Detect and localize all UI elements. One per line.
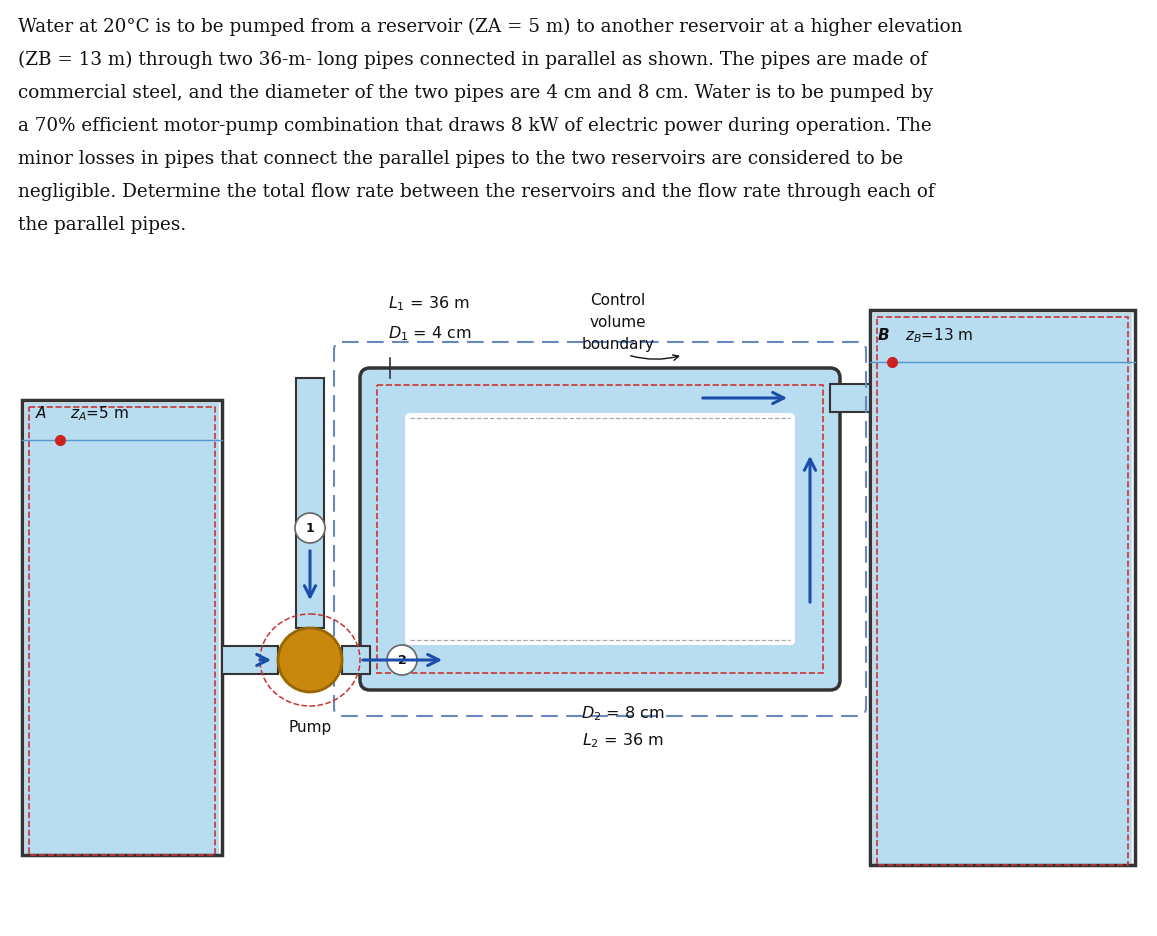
Bar	[874, 313, 1132, 865]
Circle shape	[278, 628, 342, 692]
Circle shape	[295, 513, 325, 543]
Bar	[296, 378, 324, 628]
Bar	[25, 403, 219, 855]
Bar	[222, 646, 278, 674]
Circle shape	[386, 645, 417, 675]
Text: boundary: boundary	[582, 337, 655, 352]
Text: 2: 2	[398, 653, 406, 666]
Text: negligible. Determine the total flow rate between the reservoirs and the flow ra: negligible. Determine the total flow rat…	[19, 183, 935, 201]
Text: $\mathit{z}_A$=5 m: $\mathit{z}_A$=5 m	[71, 404, 128, 423]
Text: 1: 1	[305, 521, 315, 534]
Text: (ZB = 13 m) through two 36-m- long pipes connected in parallel as shown. The pip: (ZB = 13 m) through two 36-m- long pipes…	[19, 51, 927, 69]
Text: $L_2$ = 36 m: $L_2$ = 36 m	[582, 731, 664, 750]
Bar	[342, 646, 370, 674]
Text: Control: Control	[590, 293, 646, 308]
Bar	[830, 384, 870, 412]
Text: the parallel pipes.: the parallel pipes.	[19, 216, 186, 234]
Bar	[377, 385, 823, 673]
Bar	[870, 310, 1135, 865]
Text: a 70% efficient motor-pump combination that draws 8 kW of electric power during : a 70% efficient motor-pump combination t…	[19, 117, 931, 135]
Text: A: A	[36, 406, 46, 421]
Text: B: B	[878, 328, 890, 343]
Text: $D_1$ = 4 cm: $D_1$ = 4 cm	[388, 324, 472, 343]
FancyBboxPatch shape	[360, 368, 840, 690]
Text: commercial steel, and the diameter of the two pipes are 4 cm and 8 cm. Water is : commercial steel, and the diameter of th…	[19, 84, 934, 102]
Text: $L_1$ = 36 m: $L_1$ = 36 m	[388, 294, 470, 313]
Text: Water at 20°C is to be pumped from a reservoir (ZA = 5 m) to another reservoir a: Water at 20°C is to be pumped from a res…	[19, 18, 963, 37]
Text: volume: volume	[590, 315, 647, 330]
FancyBboxPatch shape	[405, 413, 795, 645]
Text: $\mathit{z}_B$=13 m: $\mathit{z}_B$=13 m	[905, 326, 973, 344]
Bar	[22, 400, 222, 855]
Text: Pump: Pump	[288, 720, 332, 735]
Bar	[29, 407, 215, 855]
Bar	[877, 317, 1128, 865]
Text: $D_2$ = 8 cm: $D_2$ = 8 cm	[581, 704, 665, 723]
Text: minor losses in pipes that connect the parallel pipes to the two reservoirs are : minor losses in pipes that connect the p…	[19, 150, 904, 168]
